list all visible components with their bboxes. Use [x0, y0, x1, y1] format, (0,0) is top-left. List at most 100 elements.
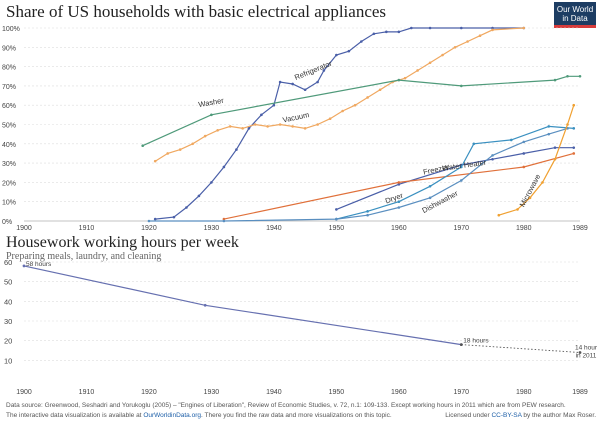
annotation-label: 58 hours	[26, 261, 52, 268]
footer-text: The interactive data visualization is av…	[6, 412, 142, 419]
data-point	[572, 146, 576, 149]
x-tick-label: 1930	[204, 225, 220, 232]
data-point	[466, 40, 469, 43]
data-point	[397, 183, 401, 186]
data-point	[528, 196, 532, 200]
data-point	[328, 117, 332, 121]
x-tick-label: 1970	[454, 225, 470, 232]
data-point	[553, 78, 557, 82]
y-tick-label: 40%	[2, 142, 16, 149]
x-tick-label: 1989	[572, 389, 588, 396]
data-point	[566, 74, 569, 78]
data-point	[453, 46, 457, 49]
y-tick-label: 30%	[2, 161, 16, 168]
data-point	[385, 30, 388, 34]
data-point	[491, 26, 494, 30]
data-point	[428, 26, 432, 30]
data-point	[547, 125, 551, 128]
data-point	[303, 88, 307, 92]
data-point	[316, 80, 319, 84]
data-point	[335, 217, 338, 221]
x-tick-label: 1980	[516, 389, 532, 396]
data-point	[491, 157, 494, 161]
x-tick-label: 1980	[516, 225, 532, 232]
chart-title-appliances: Share of US households with basic electr…	[6, 2, 387, 21]
series-line	[155, 27, 524, 220]
data-point	[278, 123, 282, 126]
chart-subtitle-housework: Preparing meals, laundry, and cleaning	[6, 251, 162, 262]
data-point	[153, 159, 157, 163]
data-point	[541, 181, 544, 184]
x-tick-label: 1940	[266, 389, 282, 396]
x-tick-label: 1950	[329, 225, 345, 232]
data-point	[553, 157, 557, 161]
footer-source: Data source: Greenwood, Seshadri and Yor…	[6, 402, 566, 409]
y-tick-label: 20%	[2, 180, 16, 187]
data-point	[278, 80, 282, 84]
data-point	[185, 206, 188, 209]
x-tick-label: 1920	[141, 225, 157, 232]
data-point	[497, 213, 501, 217]
data-point	[222, 217, 226, 221]
data-point	[347, 49, 351, 53]
data-point	[460, 179, 463, 182]
data-point	[303, 127, 307, 130]
data-point	[578, 74, 582, 78]
y-tick-label: 50%	[2, 123, 16, 130]
footer-text: . There you find the raw data and more v…	[201, 412, 392, 419]
y-tick-label: 70%	[2, 84, 16, 91]
data-point	[266, 125, 269, 128]
data-point	[316, 123, 319, 126]
data-point	[197, 194, 201, 198]
chart-title-housework: Housework working hours per week	[6, 234, 239, 251]
footer-text: Licensed under	[445, 412, 490, 419]
y-tick-label: 80%	[2, 65, 16, 72]
data-point	[460, 26, 463, 30]
data-point	[178, 148, 182, 151]
data-point	[428, 61, 432, 65]
data-point	[397, 30, 401, 34]
data-point	[203, 303, 207, 307]
data-point	[291, 82, 294, 86]
data-point	[228, 125, 232, 128]
data-point	[203, 134, 207, 138]
license-link[interactable]: CC-BY-SA	[491, 412, 522, 419]
data-point	[416, 69, 419, 72]
data-point	[397, 181, 401, 184]
data-point	[509, 138, 513, 142]
y-tick-label: 10	[4, 356, 12, 365]
footer-text: by the author Max Roser.	[523, 412, 596, 419]
data-point	[397, 206, 401, 209]
data-point	[547, 132, 551, 136]
data-point	[153, 217, 157, 221]
data-point	[478, 34, 482, 38]
data-point	[572, 103, 576, 107]
data-point	[397, 78, 401, 82]
data-point	[441, 53, 444, 57]
x-tick-label: 1960	[391, 389, 407, 396]
data-point	[572, 152, 576, 155]
data-point	[410, 26, 413, 30]
data-point	[428, 184, 432, 188]
data-point	[141, 144, 144, 148]
x-tick-label: 1970	[454, 389, 470, 396]
data-point	[335, 208, 338, 211]
data-point	[360, 40, 363, 43]
x-tick-label: 1989	[572, 225, 588, 232]
series-line	[498, 105, 575, 216]
x-tick-label: 1960	[391, 225, 407, 232]
y-tick-label: 60%	[2, 103, 16, 110]
y-tick-label: 10%	[2, 200, 16, 207]
data-point	[172, 215, 176, 219]
data-point	[459, 343, 463, 346]
x-tick-label: 1940	[266, 225, 282, 232]
footer-license: Licensed under CC-BY-SA by the author Ma…	[445, 412, 596, 419]
owid-link[interactable]: OurWorldinData.org	[143, 412, 201, 419]
data-point	[553, 146, 557, 149]
data-point	[210, 113, 213, 117]
series-label: Washer	[198, 96, 225, 109]
owid-logo[interactable]: Our World in Data	[554, 2, 596, 28]
data-point	[191, 142, 194, 146]
data-point	[516, 208, 519, 211]
